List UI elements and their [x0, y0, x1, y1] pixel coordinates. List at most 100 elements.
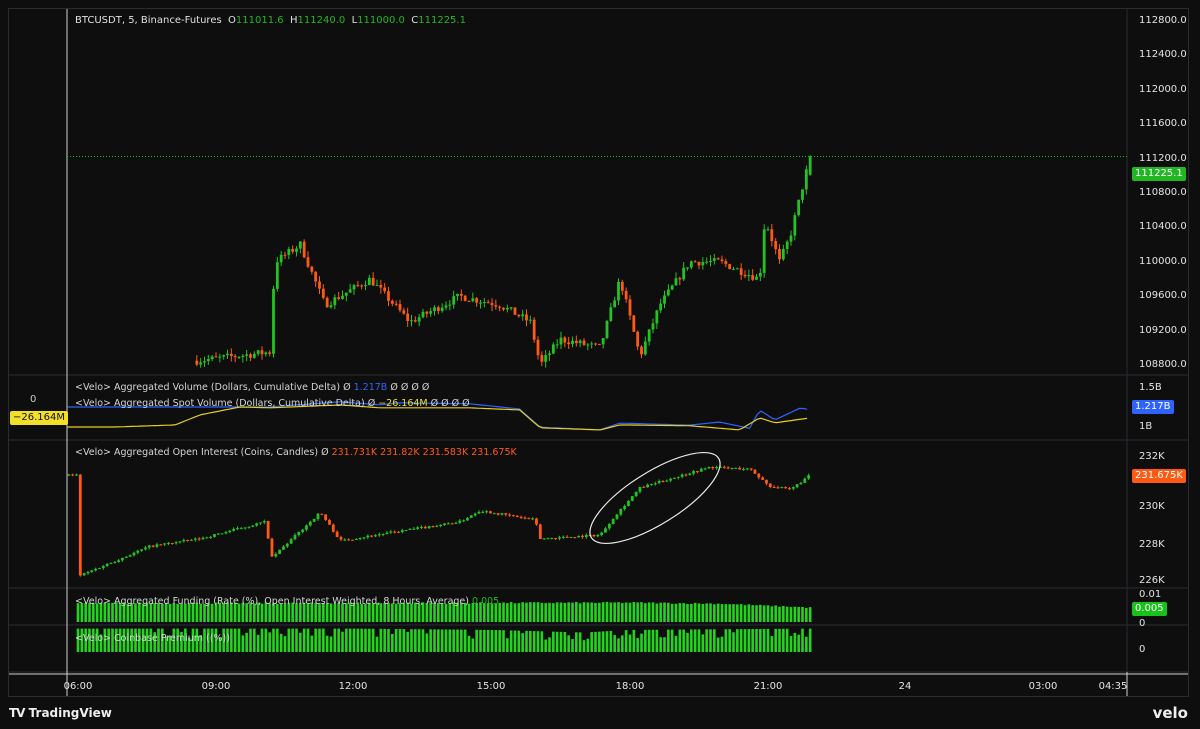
premium-bar — [391, 633, 394, 652]
premium-bar — [130, 628, 133, 652]
oi-candle — [604, 528, 607, 533]
premium-bar — [617, 638, 620, 652]
premium-bar — [111, 628, 114, 652]
price-candle — [624, 290, 628, 300]
oi-candle — [699, 468, 703, 472]
premium-bar — [540, 631, 544, 652]
oi-candle — [335, 531, 339, 538]
premium-bar — [705, 629, 708, 652]
oi-candle — [711, 467, 715, 469]
premium-bar — [180, 631, 183, 652]
oi-candle — [397, 531, 400, 533]
oi-candle — [673, 477, 676, 479]
premium-bar — [456, 629, 459, 652]
oi-legend[interactable]: <Velo> Aggregated Open Interest (Coins, … — [75, 447, 517, 459]
funding-bar — [494, 603, 498, 622]
premium-bar — [226, 628, 229, 652]
volume-tick: 1.5B — [1139, 382, 1162, 393]
price-candle — [666, 289, 670, 296]
premium-bar — [548, 637, 551, 652]
funding-bar — [360, 603, 363, 622]
price-candle — [275, 262, 279, 289]
oi-candle — [496, 513, 500, 515]
oi-candle — [630, 496, 634, 501]
oi-candle — [611, 518, 615, 525]
funding-legend[interactable]: <Velo> Aggregated Funding (Rate (%), Ope… — [75, 596, 499, 608]
premium-bar — [329, 636, 333, 652]
price-candle — [678, 278, 682, 280]
price-candle — [655, 310, 659, 324]
funding-bar — [329, 603, 333, 622]
price-candle — [720, 259, 724, 262]
oi-candle — [201, 537, 205, 540]
premium-bar — [575, 632, 578, 652]
premium-legend[interactable]: <Velo> Coinbase Premium ((%)) — [75, 633, 230, 645]
premium-bar — [713, 629, 716, 652]
oi-candle — [726, 467, 730, 469]
premium-bar — [552, 631, 555, 652]
oi-candle — [262, 521, 266, 523]
funding-bar — [743, 605, 747, 622]
oi-candle — [719, 466, 722, 468]
funding-bar — [736, 604, 739, 622]
premium-bar — [283, 636, 287, 652]
funding-bar — [352, 603, 356, 622]
funding-bar — [80, 603, 84, 622]
oi-candle — [573, 537, 577, 539]
oi-candle — [584, 534, 588, 538]
premium-bar — [341, 631, 344, 652]
price-candle — [291, 249, 295, 252]
funding-bar — [348, 602, 352, 622]
premium-bar — [521, 633, 524, 652]
premium-bar — [153, 632, 156, 652]
price-candle — [555, 344, 559, 346]
price-candle — [252, 353, 256, 358]
oi-candle — [163, 543, 167, 545]
volume-legend[interactable]: <Velo> Aggregated Volume (Dollars, Cumul… — [75, 382, 429, 394]
oi-candle — [657, 481, 661, 484]
premium-bar — [598, 631, 601, 652]
premium-bar — [429, 629, 432, 652]
premium-bar — [613, 635, 616, 652]
oi-candle — [696, 471, 699, 473]
funding-bar — [145, 602, 149, 622]
funding-bar — [636, 602, 639, 622]
oi-candle — [715, 467, 719, 469]
price-candle — [245, 354, 249, 356]
tradingview-logo[interactable]: TV TradingView — [9, 706, 112, 720]
funding-bar — [797, 607, 800, 622]
oi-candle — [285, 543, 289, 547]
premium-bar — [498, 630, 501, 652]
premium-bar — [230, 628, 233, 652]
premium-bar — [253, 628, 256, 652]
premium-bar — [762, 628, 766, 652]
premium-bar — [682, 629, 685, 652]
funding-bar — [621, 603, 624, 622]
premium-bar — [157, 628, 160, 652]
premium-bar — [774, 628, 777, 652]
premium-bar — [452, 629, 455, 652]
premium-bar — [728, 629, 731, 652]
low-value: 111000.0 — [357, 15, 405, 26]
price-candle — [613, 300, 617, 308]
premium-bar — [678, 629, 682, 652]
premium-bar — [563, 631, 567, 652]
oi-candle — [531, 518, 535, 520]
premium-bar — [122, 628, 126, 652]
symbol-legend: BTCUSDT, 5, Binance-Futures O111011.6 H1… — [75, 15, 466, 26]
oi-candle — [646, 484, 650, 488]
price-candle — [337, 297, 341, 299]
spot-volume-legend[interactable]: <Velo> Aggregated Spot Volume (Dollars, … — [75, 398, 470, 410]
price-candle — [479, 302, 482, 304]
premium-bar — [793, 632, 797, 652]
oi-candle — [427, 526, 431, 529]
funding-bar — [632, 602, 636, 622]
price-tick: 112800.0 — [1139, 15, 1187, 26]
oi-candle — [554, 537, 558, 539]
premium-bar — [544, 639, 547, 652]
oi-candle — [155, 544, 159, 547]
high-label: H — [290, 15, 298, 26]
funding-bar — [502, 602, 505, 622]
premium-bar — [325, 635, 329, 652]
